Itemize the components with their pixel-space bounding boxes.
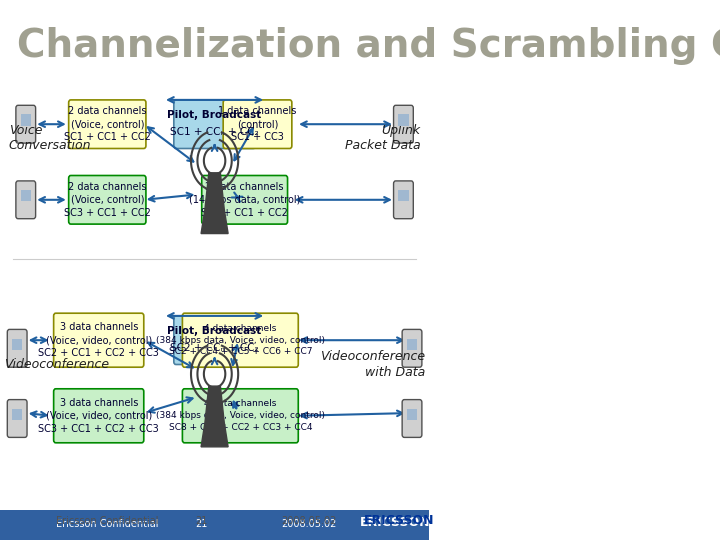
Text: Pilot, Broadcast: Pilot, Broadcast bbox=[168, 326, 261, 336]
FancyBboxPatch shape bbox=[174, 316, 256, 364]
Text: Videoconference
with Data: Videoconference with Data bbox=[320, 350, 425, 379]
Text: 3 data channels
(Voice, video, control)
SC3 + CC1 + CC2 + CC3: 3 data channels (Voice, video, control) … bbox=[38, 397, 159, 434]
Text: 2 data channels
(Voice, control)
SC1 + CC1 + CC2: 2 data channels (Voice, control) SC1 + C… bbox=[64, 106, 150, 143]
Text: Ericsson Confidential: Ericsson Confidential bbox=[56, 519, 158, 529]
FancyBboxPatch shape bbox=[174, 100, 256, 149]
Bar bbox=[21, 190, 31, 201]
Text: ERICSSON: ERICSSON bbox=[364, 514, 434, 526]
FancyBboxPatch shape bbox=[182, 389, 298, 443]
Bar bbox=[398, 114, 408, 126]
Text: Channelization and Scrambling Codes: Channelization and Scrambling Codes bbox=[17, 27, 720, 65]
FancyBboxPatch shape bbox=[394, 181, 413, 219]
Text: 4 data channels
(384 kbps data, Voice, video, control)
SC8 + CC1 + CC2 + CC3 + C: 4 data channels (384 kbps data, Voice, v… bbox=[156, 400, 325, 432]
Text: SC1 + CCₙ + CC₂: SC1 + CCₙ + CC₂ bbox=[170, 127, 259, 137]
Text: 2008.05.02: 2008.05.02 bbox=[282, 519, 337, 529]
FancyBboxPatch shape bbox=[54, 389, 144, 443]
Text: Pilot, Broadcast: Pilot, Broadcast bbox=[168, 110, 261, 120]
Text: 1 data channels
(control)
SC1 + CC3: 1 data channels (control) SC1 + CC3 bbox=[218, 106, 297, 143]
Text: 2 data channels
(Voice, control)
SC3 + CC1 + CC2: 2 data channels (Voice, control) SC3 + C… bbox=[64, 181, 150, 218]
FancyBboxPatch shape bbox=[402, 400, 422, 437]
Bar bbox=[12, 339, 22, 350]
Text: 2008.05.02: 2008.05.02 bbox=[282, 516, 337, 526]
Text: Uplink
Packet Data: Uplink Packet Data bbox=[345, 124, 420, 152]
Text: 21: 21 bbox=[196, 519, 208, 529]
Bar bbox=[407, 339, 417, 350]
Polygon shape bbox=[201, 386, 228, 447]
FancyBboxPatch shape bbox=[394, 105, 413, 143]
Bar bbox=[0, 510, 429, 540]
FancyBboxPatch shape bbox=[68, 100, 146, 149]
FancyBboxPatch shape bbox=[223, 100, 292, 149]
Bar bbox=[398, 190, 408, 201]
Text: SC2 + CCₙ + CC₂: SC2 + CCₙ + CC₂ bbox=[170, 343, 259, 353]
FancyBboxPatch shape bbox=[16, 181, 35, 219]
FancyBboxPatch shape bbox=[402, 329, 422, 367]
FancyBboxPatch shape bbox=[202, 176, 287, 224]
Text: 21: 21 bbox=[196, 516, 208, 526]
Bar bbox=[407, 409, 417, 420]
Text: ERICSSON: ERICSSON bbox=[359, 516, 430, 529]
Bar bbox=[12, 409, 22, 420]
Bar bbox=[21, 114, 31, 126]
Text: 2 data channels
(14 kbps data, control)
SC4 + CC1 + CC2: 2 data channels (14 kbps data, control) … bbox=[189, 181, 300, 218]
Text: Videoconference: Videoconference bbox=[4, 358, 109, 371]
Text: Ericsson Confidential: Ericsson Confidential bbox=[56, 516, 158, 526]
Text: Voice
Conversation: Voice Conversation bbox=[9, 124, 91, 152]
FancyBboxPatch shape bbox=[7, 329, 27, 367]
Text: 4 data channels
(384 kbps data, Voice, video, control)
SC2 + CC4 + CC5 + CC6 + C: 4 data channels (384 kbps data, Voice, v… bbox=[156, 324, 325, 356]
Text: 3 data channels
(Voice, video, control)
SC2 + CC1 + CC2 + CC3: 3 data channels (Voice, video, control) … bbox=[38, 322, 159, 359]
FancyBboxPatch shape bbox=[68, 176, 146, 224]
FancyBboxPatch shape bbox=[16, 105, 35, 143]
FancyBboxPatch shape bbox=[54, 313, 144, 367]
Polygon shape bbox=[201, 173, 228, 233]
FancyBboxPatch shape bbox=[7, 400, 27, 437]
FancyBboxPatch shape bbox=[182, 313, 298, 367]
